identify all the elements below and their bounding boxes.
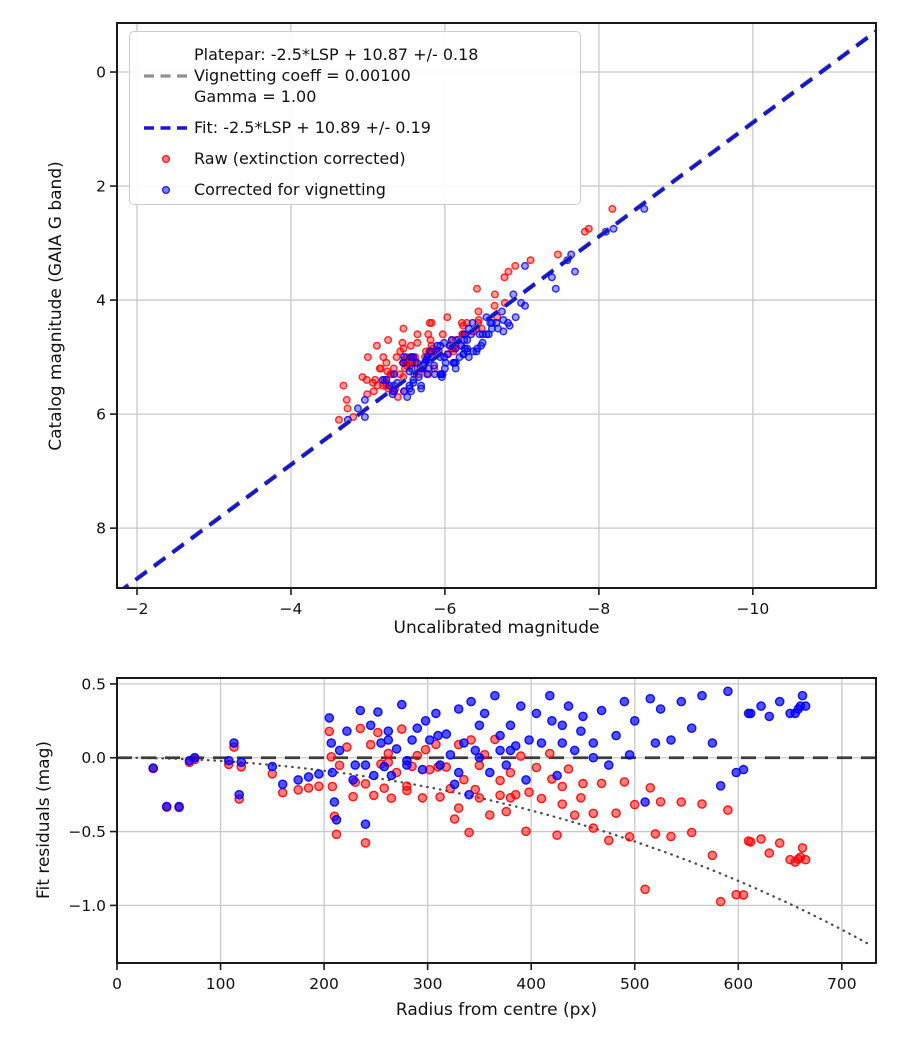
fit-line <box>121 30 876 588</box>
svg-text:−8: −8 <box>587 600 610 618</box>
svg-text:−4: −4 <box>280 600 303 618</box>
svg-text:−1.0: −1.0 <box>68 897 106 915</box>
legend-corrected-label: Corrected for vignetting <box>194 180 386 199</box>
svg-text:0.0: 0.0 <box>81 749 106 767</box>
corrected-residual-points <box>148 686 811 830</box>
legend-item-raw: Raw (extinction corrected) <box>138 148 568 169</box>
bottom-xaxis-label: Radius from centre (px) <box>395 1000 598 1020</box>
svg-text:0: 0 <box>96 64 106 82</box>
svg-text:−0.5: −0.5 <box>68 823 106 841</box>
legend-item-fit: Fit: -2.5*LSP + 10.89 +/- 0.19 <box>138 117 568 138</box>
legend-gamma-label: Gamma = 1.00 <box>194 87 317 106</box>
residuals-plot: 0 100 200 300 400 500 600 700 0.5 0.0 −0.5 −1.0 <box>68 675 877 993</box>
legend-vignetting-label: Vignetting coeff = 0.00100 <box>194 66 411 85</box>
legend-fit-label: Fit: -2.5*LSP + 10.89 +/- 0.19 <box>194 118 431 137</box>
top-xaxis-label: Uncalibrated magnitude <box>393 618 600 638</box>
svg-text:200: 200 <box>309 975 339 993</box>
svg-text:0: 0 <box>112 975 122 993</box>
legend-platepar-label: Platepar: -2.5*LSP + 10.87 +/- 0.18 <box>194 45 479 64</box>
svg-text:2: 2 <box>96 178 106 196</box>
raw-residual-points <box>148 723 811 907</box>
platepar-dashed-line-swatch <box>138 73 194 79</box>
svg-text:700: 700 <box>827 975 857 993</box>
legend-raw-label: Raw (extinction corrected) <box>194 149 406 168</box>
svg-text:500: 500 <box>620 975 650 993</box>
bottom-yaxis-label: Fit residuals (mag) <box>34 741 54 899</box>
fit-dashed-line-swatch <box>138 125 194 131</box>
raw-marker-swatch <box>138 153 194 165</box>
svg-text:400: 400 <box>516 975 546 993</box>
corrected-marker-swatch <box>138 184 194 196</box>
top-yaxis-label: Catalog magnitude (GAIA G band) <box>46 161 66 451</box>
corrected-points <box>343 204 649 424</box>
svg-text:600: 600 <box>723 975 753 993</box>
svg-text:−2: −2 <box>126 600 149 618</box>
raw-points <box>335 204 617 424</box>
legend-item-corrected: Corrected for vignetting <box>138 179 568 200</box>
svg-text:8: 8 <box>96 520 106 538</box>
legend: Platepar: -2.5*LSP + 10.87 +/- 0.18 Vign… <box>129 31 581 205</box>
svg-text:−6: −6 <box>433 600 456 618</box>
svg-text:0.5: 0.5 <box>81 675 106 693</box>
legend-item-platepar: Platepar: -2.5*LSP + 10.87 +/- 0.18 Vign… <box>138 44 568 107</box>
svg-text:6: 6 <box>96 406 106 424</box>
svg-text:−10: −10 <box>736 600 769 618</box>
svg-text:300: 300 <box>413 975 443 993</box>
svg-text:100: 100 <box>206 975 236 993</box>
svg-text:4: 4 <box>96 292 106 310</box>
vignetting-model-curve <box>117 756 872 947</box>
